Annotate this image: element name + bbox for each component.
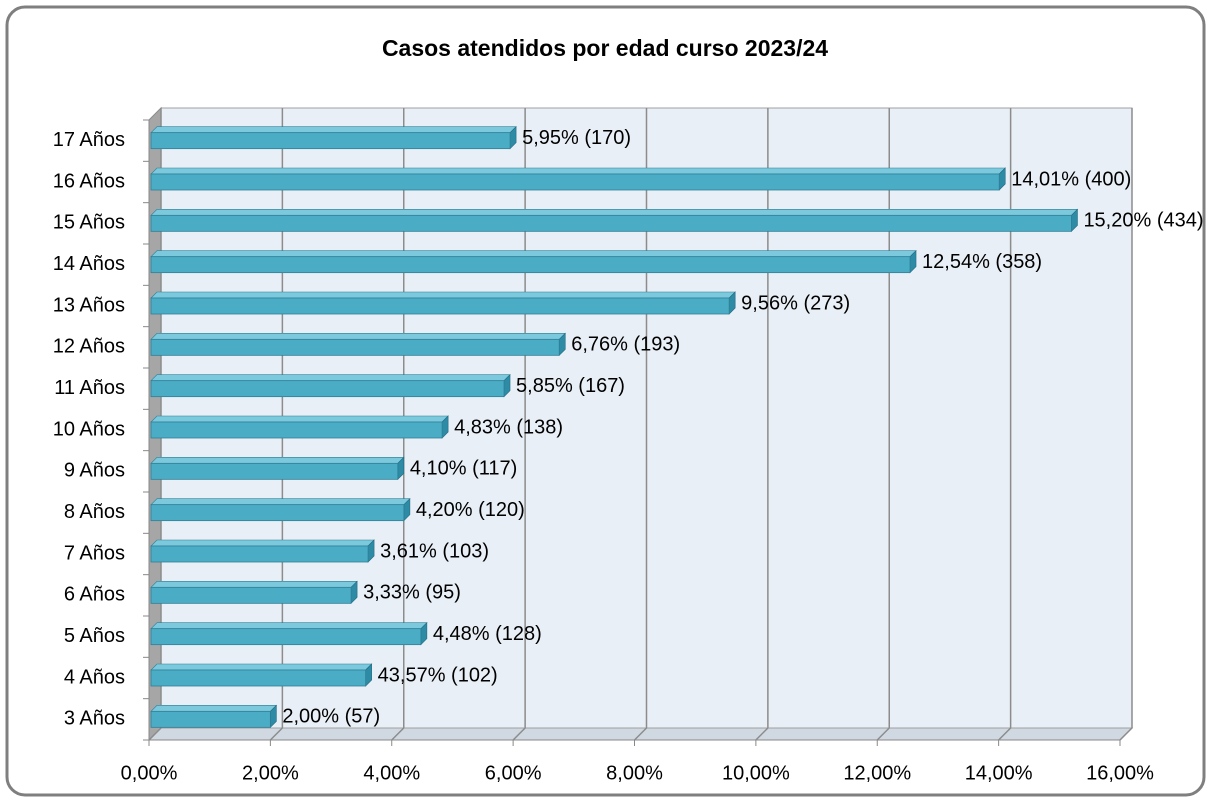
x-tick-label: 2,00% — [242, 762, 299, 784]
data-label: 43,57% (102) — [378, 664, 498, 686]
data-label: 2,00% (57) — [282, 706, 380, 728]
bar — [150, 504, 405, 522]
bar-top — [150, 457, 405, 464]
y-tick-label: 8 Años — [64, 501, 125, 523]
bar-top — [150, 333, 566, 340]
y-tick-label: 6 Años — [64, 584, 125, 606]
bar-top — [150, 291, 736, 299]
y-tick-label: 13 Años — [53, 294, 125, 316]
x-tick-label: 12,00% — [843, 762, 911, 784]
data-label: 4,48% (128) — [433, 623, 542, 645]
grid-line — [998, 108, 1012, 741]
grid-line — [876, 108, 890, 741]
bar-top — [150, 663, 373, 671]
x-tick-label: 8,00% — [606, 762, 663, 784]
x-tick-label: 16,00% — [1086, 762, 1154, 784]
data-label: 5,95% (170) — [522, 127, 631, 149]
bar — [150, 173, 1000, 191]
bar — [150, 256, 911, 274]
bar-top — [150, 705, 278, 712]
bar — [150, 462, 399, 480]
grid-line — [755, 108, 769, 741]
bar — [150, 214, 1072, 232]
chart-title: Casos atendidos por edad curso 2023/24 — [382, 35, 828, 61]
data-label: 9,56% (273) — [741, 292, 850, 314]
bar — [150, 338, 560, 356]
y-tick-label: 10 Años — [53, 418, 125, 440]
data-label: 15,20% (434) — [1083, 210, 1203, 232]
bar — [150, 380, 505, 398]
bar-top — [150, 209, 1079, 216]
bar-top — [150, 126, 517, 133]
bar-top — [150, 415, 449, 423]
bar — [150, 132, 511, 150]
data-label: 3,33% (95) — [363, 582, 461, 604]
y-tick-label: 11 Años — [54, 377, 125, 399]
data-label: 5,85% (167) — [516, 375, 625, 397]
bar — [150, 297, 730, 315]
x-tick-label: 0,00% — [121, 762, 178, 784]
x-tick-label: 6,00% — [485, 762, 542, 784]
grid-line — [148, 108, 162, 741]
y-tick-label: 12 Años — [53, 336, 125, 358]
y-tick-label: 5 Años — [64, 625, 125, 647]
x-tick-label: 10,00% — [722, 762, 790, 784]
y-tick-label: 14 Años — [53, 253, 125, 275]
y-tick-label: 4 Años — [64, 666, 125, 688]
x-tick-label: 4,00% — [363, 762, 420, 784]
data-label: 4,10% (117) — [410, 458, 517, 480]
bar — [150, 421, 443, 439]
bar-top — [150, 250, 917, 257]
y-tick-label: 9 Años — [64, 460, 125, 482]
data-label: 14,01% (400) — [1011, 168, 1131, 190]
bar-top — [150, 167, 1006, 175]
y-tick-label: 16 Años — [53, 170, 125, 192]
grid-line — [1119, 108, 1133, 741]
bar — [150, 545, 369, 563]
data-label: 4,83% (138) — [454, 416, 563, 438]
data-label: 3,61% (103) — [380, 540, 489, 562]
bar-top — [150, 581, 358, 588]
bar-top — [150, 498, 411, 505]
bar-top — [150, 374, 511, 381]
bar-top — [150, 622, 428, 629]
grid-line — [269, 108, 284, 741]
grid-line — [512, 108, 526, 741]
bar — [150, 669, 367, 687]
data-label: 4,20% (120) — [416, 499, 525, 521]
y-tick-label: 7 Años — [64, 542, 125, 564]
grid-line — [633, 108, 648, 741]
grid-line — [391, 108, 405, 741]
y-tick-label: 3 Años — [64, 708, 125, 730]
data-label: 6,76% (193) — [571, 334, 680, 356]
y-tick-label: 17 Años — [53, 129, 125, 151]
y-tick-label: 15 Años — [53, 212, 125, 234]
data-label: 12,54% (358) — [922, 251, 1042, 273]
bar — [150, 628, 422, 646]
bar — [150, 586, 352, 604]
bar-top — [150, 539, 375, 547]
bar — [150, 710, 271, 728]
x-tick-label: 14,00% — [965, 762, 1033, 784]
